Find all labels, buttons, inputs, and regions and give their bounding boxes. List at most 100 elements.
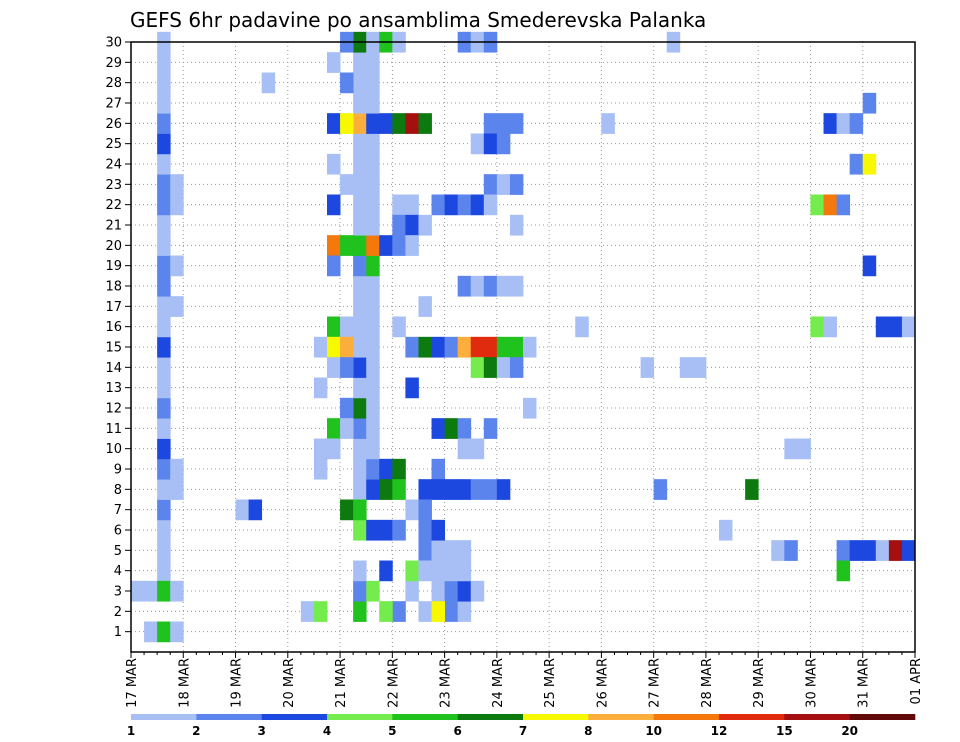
heatmap-cell [366, 479, 380, 500]
legend-level-label: 1 [127, 724, 135, 738]
heatmap-cell [771, 540, 785, 561]
legend-swatch [131, 714, 197, 720]
heatmap-cell [157, 72, 171, 94]
heatmap-cell [366, 235, 380, 256]
legend-swatch [457, 714, 524, 720]
heatmap-cell [496, 174, 511, 195]
heatmap-cell [405, 560, 419, 582]
heatmap-cell [418, 113, 432, 134]
heatmap-cell [353, 72, 367, 94]
heatmap-cell [444, 479, 459, 500]
heatmap-cell [157, 174, 171, 195]
heatmap-cell [353, 194, 367, 216]
heatmap-cell [457, 479, 472, 500]
heatmap-cell [353, 174, 367, 195]
heatmap-cell [157, 560, 171, 582]
x-tick-label: 21 MAR [334, 658, 349, 708]
y-tick-label: 30 [105, 36, 122, 51]
heatmap-cell [862, 255, 877, 277]
heatmap-cell [353, 560, 367, 582]
heatmap-cell [418, 540, 432, 561]
heatmap-cell [157, 540, 171, 561]
heatmap-cell [496, 113, 511, 134]
legend-swatch [523, 714, 589, 720]
heatmap-cell [784, 540, 798, 561]
heatmap-cell [483, 357, 498, 378]
legend-level-label: 15 [776, 724, 793, 738]
heatmap-cell [157, 621, 171, 643]
heatmap-cell [836, 540, 851, 561]
heatmap-cell [523, 336, 537, 358]
heatmap-cell [836, 113, 851, 134]
heatmap-cell [366, 296, 380, 317]
heatmap-cell [379, 601, 393, 622]
heatmap-cell [470, 479, 485, 500]
heatmap-cell [313, 601, 328, 622]
heatmap-cell [340, 72, 354, 94]
heatmap-cell [810, 316, 824, 338]
heatmap-cell [379, 235, 393, 256]
heatmap-cell [431, 519, 445, 541]
heatmap-cell [496, 357, 511, 378]
heatmap-cell [719, 519, 733, 541]
heatmap-cell [366, 316, 380, 338]
y-tick-label: 2 [114, 605, 122, 620]
heatmap-cell [366, 255, 380, 277]
heatmap-cell [836, 560, 851, 582]
heatmap-cell [457, 560, 472, 582]
x-tick-label: 29 MAR [752, 658, 767, 708]
legend-level-label: 3 [257, 724, 265, 738]
heatmap-cell [457, 418, 472, 439]
heatmap-cell [327, 316, 341, 338]
heatmap-cell [431, 601, 445, 622]
heatmap-cell [496, 336, 511, 358]
heatmap-cell [366, 92, 380, 114]
heatmap-cell [353, 52, 367, 73]
y-tick-label: 23 [105, 178, 122, 193]
heatmap-cell [405, 194, 419, 216]
heatmap-cell [157, 458, 171, 480]
heatmap-cell [248, 499, 263, 521]
heatmap-cell [823, 194, 837, 216]
heatmap-cell [392, 519, 406, 541]
heatmap-cell [496, 275, 511, 297]
heatmap-cell [353, 275, 367, 297]
heatmap-cell [235, 499, 249, 521]
x-tick-label: 19 MAR [230, 658, 245, 708]
heatmap-cell [366, 377, 380, 399]
heatmap-cell [157, 336, 171, 358]
heatmap-cell [444, 194, 459, 216]
heatmap-cell [366, 418, 380, 439]
legend-swatch [784, 714, 850, 720]
heatmap-cell [366, 458, 380, 480]
heatmap-cell [509, 214, 524, 236]
heatmap-cells [131, 31, 916, 643]
heatmap-cell [418, 601, 432, 622]
legend-level-label: 10 [645, 724, 662, 738]
heatmap-cell [405, 214, 419, 236]
legend-level-label: 7 [519, 724, 527, 738]
heatmap-cell [313, 377, 328, 399]
heatmap-cell [457, 336, 472, 358]
heatmap-cell [313, 438, 328, 460]
heatmap-cell [157, 255, 171, 277]
heatmap-cell [157, 92, 171, 114]
legend-swatch [653, 714, 720, 720]
x-tick-label: 18 MAR [177, 658, 192, 708]
heatmap-cell [457, 601, 472, 622]
heatmap-cell [509, 357, 524, 378]
heatmap-cell [353, 92, 367, 114]
heatmap-cell [431, 336, 445, 358]
heatmap-cell [170, 255, 184, 277]
heatmap-cell [483, 336, 498, 358]
heatmap-cell [353, 499, 367, 521]
heatmap-cell [340, 235, 354, 256]
heatmap-cell [601, 113, 615, 134]
y-tick-label: 24 [105, 158, 122, 173]
y-tick-label: 22 [105, 198, 122, 213]
y-tick-label: 19 [105, 259, 122, 274]
x-tick-label: 28 MAR [700, 658, 715, 708]
heatmap-cell [470, 133, 485, 155]
heatmap-cell [392, 601, 406, 622]
